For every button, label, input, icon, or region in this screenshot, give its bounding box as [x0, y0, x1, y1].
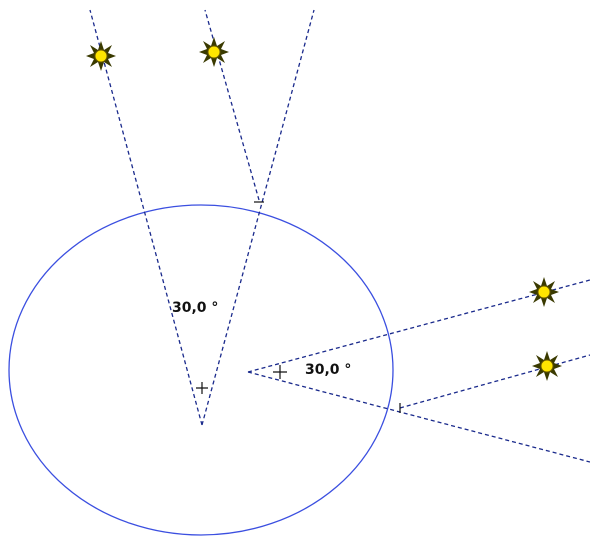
top-ray-right[interactable]	[201, 9, 315, 426]
top-vertex-marker	[196, 382, 208, 394]
right-ray-upper[interactable]	[247, 279, 590, 373]
right-ray-lower[interactable]	[247, 371, 590, 463]
sun-icon[interactable]	[199, 37, 229, 67]
top-ray-left[interactable]	[89, 9, 203, 426]
right-angle-rays	[247, 279, 590, 463]
right-angle-label: 30,0 °	[305, 362, 351, 378]
sun-icon[interactable]	[532, 351, 562, 381]
top-angle-label: 30,0 °	[172, 300, 218, 316]
top-ray-reflected[interactable]	[204, 9, 260, 201]
right-ray-reflected[interactable]	[399, 354, 590, 409]
sun-icon[interactable]	[86, 41, 116, 71]
right-vertex-marker	[273, 365, 287, 379]
top-angle-rays	[89, 9, 315, 426]
circle-shape[interactable]	[8, 204, 394, 536]
sun-icon[interactable]	[529, 277, 559, 307]
